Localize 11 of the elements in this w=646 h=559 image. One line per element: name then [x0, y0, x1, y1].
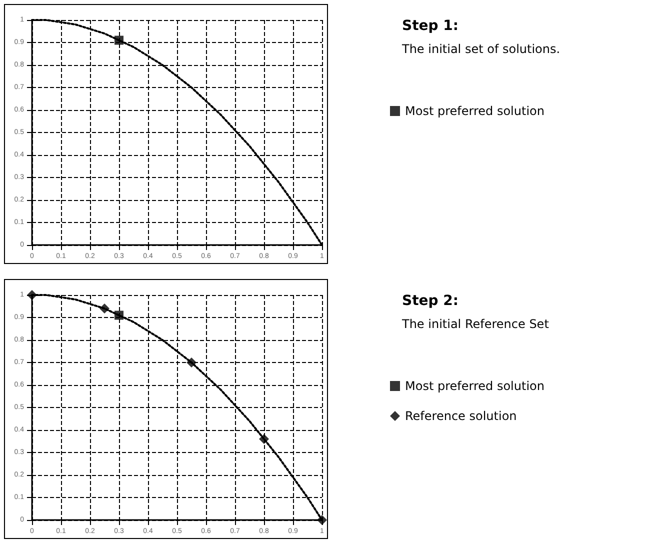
legend-label: Most preferred solution [405, 379, 544, 393]
text: Step 1: [402, 18, 460, 34]
text: Step 2: [402, 293, 460, 309]
legend-label: Most preferred solution [405, 104, 544, 118]
text: The initial Reference Set [402, 317, 549, 331]
legend-label: Reference solution [405, 409, 517, 423]
point [186, 358, 196, 368]
point [100, 304, 110, 314]
point [114, 310, 124, 320]
text: The initial set of solutions. [402, 42, 560, 56]
point [259, 434, 269, 444]
